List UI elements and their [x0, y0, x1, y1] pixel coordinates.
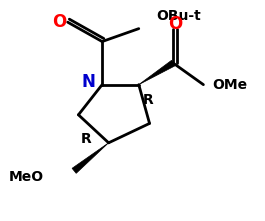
Text: O: O: [168, 15, 183, 33]
Polygon shape: [72, 143, 109, 173]
Text: OMe: OMe: [212, 78, 247, 92]
Text: N: N: [82, 74, 96, 91]
Text: O: O: [52, 13, 66, 31]
Text: MeO: MeO: [9, 170, 44, 184]
Polygon shape: [139, 60, 175, 85]
Text: OBu-t: OBu-t: [156, 9, 201, 23]
Text: R: R: [143, 93, 154, 107]
Text: R: R: [81, 131, 91, 145]
